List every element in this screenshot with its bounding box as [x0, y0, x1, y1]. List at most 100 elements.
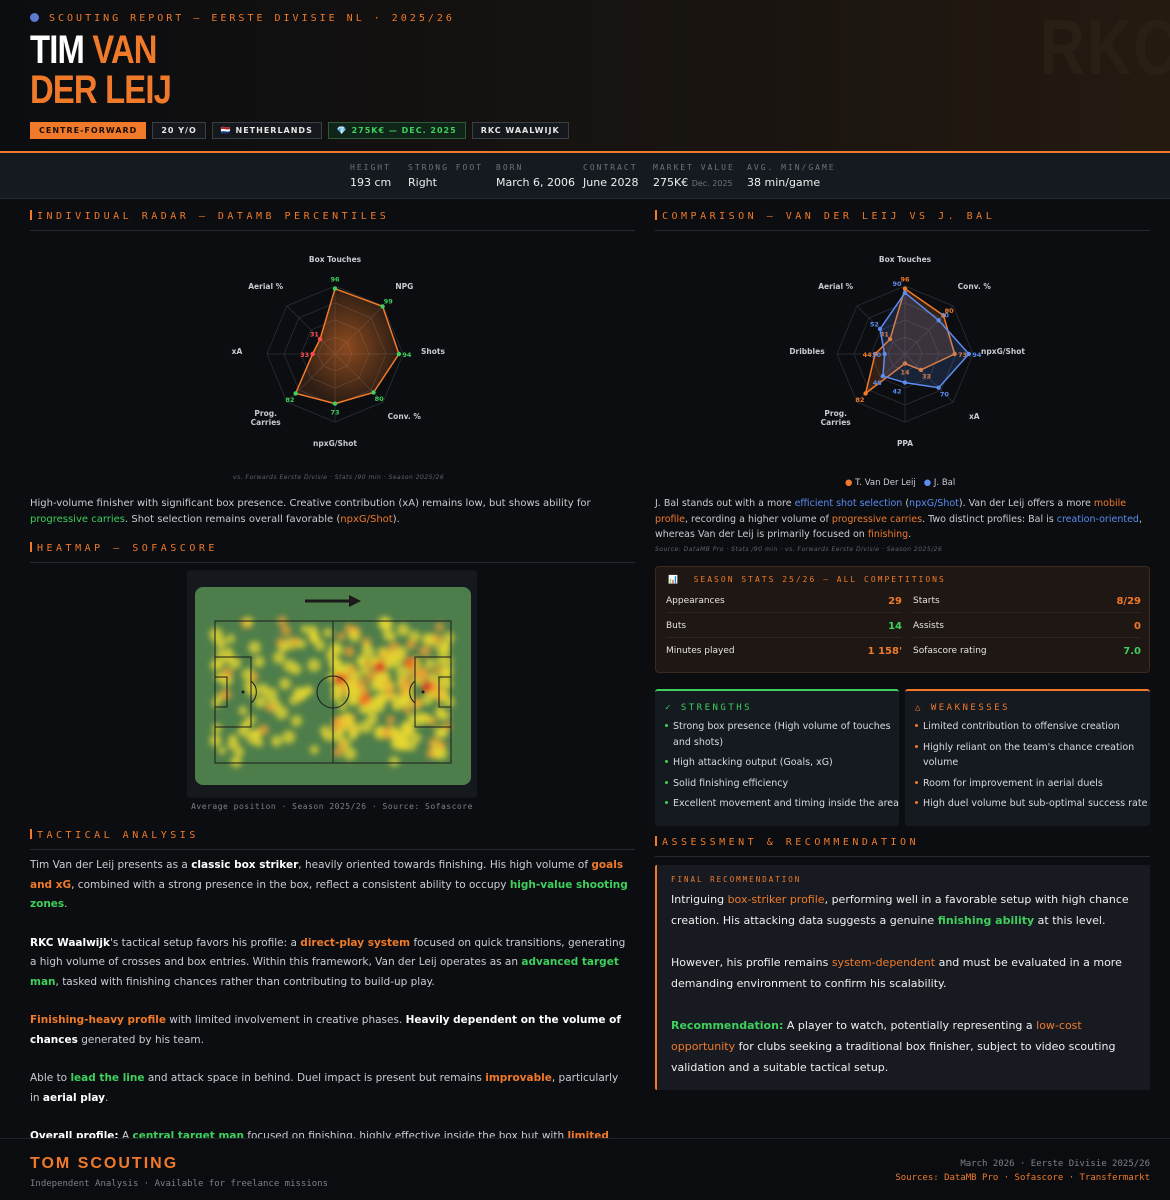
axis-label: Box Touches [879, 255, 932, 264]
strengths-list: Strong box presence (High volume of touc… [665, 719, 899, 812]
heat-blob [295, 638, 307, 650]
heat-blob [217, 746, 227, 755]
info-avg-minutes: AVG. MIN/GAME 38 min/game [747, 163, 836, 189]
text-run: direct-play system [300, 936, 411, 949]
heatmap-caption: Average position · Season 2025/26 · Sour… [191, 802, 473, 811]
comparison-legend: ● T. Van Der Leij ● J. Bal [845, 478, 956, 488]
weaknesses-title: △ WEAKNESSES [915, 703, 1011, 713]
tactical-paragraph: Able to lead the line and attack space i… [30, 1069, 630, 1108]
recommendation-card: FINAL RECOMMENDATION Intriguing box-stri… [655, 865, 1150, 1090]
text-run: Intriguing [671, 893, 728, 906]
kicker-text: SCOUTING REPORT — EERSTE DIVISIE NL · 20… [49, 13, 455, 24]
text-run: aerial play [42, 1091, 105, 1104]
comparison-section-title: COMPARISON — VAN DER LEIJ VS J. BAL [655, 210, 1150, 231]
radar-point [332, 401, 338, 406]
axis-label: Dribbles [789, 347, 825, 356]
strengths-title: ✓ STRENGTHS [665, 703, 753, 713]
left-six-yard-box [214, 676, 228, 708]
radar-point [902, 380, 908, 385]
heat-blob [224, 647, 234, 657]
heat-blob [263, 687, 278, 702]
radar-point [941, 313, 946, 318]
text-run: ). [392, 514, 400, 525]
radar-value-label: 31 [880, 330, 890, 338]
player-info-bar: HEIGHT 193 cm STRONG FOOT Right BORN March … [0, 153, 1170, 199]
heat-blob [293, 686, 306, 700]
heat-blob [290, 663, 302, 675]
heat-blob [403, 705, 412, 714]
text-run: , heavily oriented towards finishing. Hi… [298, 859, 592, 871]
heat-blob [248, 641, 261, 654]
header-divider [0, 151, 1170, 153]
text-run: A player to watch, potentially represent… [783, 1019, 1037, 1032]
heat-blob [366, 713, 378, 725]
text-run: , performing well in a favorable setup w… [671, 893, 1129, 927]
heat-blob [253, 655, 265, 668]
text-run: mobile profile [655, 498, 1127, 525]
heatmap-section-title: HEATMAP — SOFASCORE [30, 542, 635, 563]
heat-blob [329, 641, 342, 654]
text-run: . [104, 1091, 109, 1104]
heat-blob [209, 627, 224, 642]
axis-label: NPG [395, 282, 413, 291]
heat-hotspot [421, 681, 433, 693]
radar-point [310, 351, 315, 357]
heat-blob [272, 651, 286, 664]
text-run: . [64, 898, 68, 910]
axis-label: Conv. % [388, 412, 422, 421]
heat-blob [377, 646, 387, 656]
legend-bal: J. Bal [933, 478, 956, 488]
heat-blob [374, 726, 384, 737]
text-run: npxG/Shot [909, 498, 959, 509]
footer-date: March 2026 · Eerste Divisie 2025/26 [960, 1159, 1150, 1169]
radar-point [293, 391, 298, 396]
text-run: . [908, 529, 912, 540]
text-run: box-striker profile [727, 893, 825, 906]
heat-blob [247, 686, 258, 698]
heat-blob [211, 723, 223, 734]
text-run: , particularly in [30, 1072, 619, 1104]
heat-blob [395, 665, 410, 680]
heat-blob [400, 676, 414, 690]
centre-circle [316, 675, 350, 709]
text-run: low-cost opportunity [671, 1019, 1082, 1053]
radar-point [918, 367, 924, 373]
radar-point [952, 351, 957, 357]
nationality-badge: 🇳🇱 NETHERLANDS [211, 122, 322, 139]
radar-value-label: 44 [863, 351, 873, 359]
value-badge: 💎 275K€ — DEC. 2025 [327, 122, 466, 139]
radar-point [880, 373, 886, 379]
heat-blob [282, 730, 296, 744]
assessment-paragraph-3: Recommendation: A player to watch, poten… [671, 1015, 1141, 1078]
text-run: , whereas Van der Leij is primarily focu… [655, 513, 1142, 541]
text-run: and attack space in behind. Duel impact … [144, 1072, 486, 1084]
heat-blob [411, 697, 423, 709]
heat-blob [400, 730, 411, 741]
chart-icon: 📊 [668, 575, 680, 584]
heat-hotspot [404, 657, 416, 669]
heat-blob [333, 747, 344, 758]
assessment-section-title: ASSESSMENT & RECOMMENDATION [655, 836, 1150, 857]
heat-hotspot [334, 673, 346, 685]
heat-blob [280, 625, 292, 636]
heat-blob [307, 658, 321, 672]
text-run: ). Van der Leij offers a more [958, 498, 1094, 509]
radar-value-label: 73 [958, 351, 967, 359]
club-watermark: RKC [1040, 3, 1170, 91]
heat-blob [418, 712, 429, 723]
list-item: Highly reliant on the team's chance crea… [915, 740, 1150, 771]
season-stats-card: 📊 SEASON STATS 25/26 — ALL COMPETITIONS … [655, 566, 1150, 673]
position-badge: CENTRE-FORWARD [30, 122, 147, 139]
radar-point [317, 336, 323, 342]
comparison-source: Source: DataMB Pro · Stats /90 min · vs.… [655, 546, 943, 553]
text-run: focused on quick transitions, generating… [30, 936, 626, 969]
weaknesses-list: Limited contribution to offensive creati… [915, 719, 1150, 812]
heat-blob [397, 695, 407, 705]
heat-blob [337, 741, 346, 751]
heat-blob [432, 633, 442, 644]
heat-hotspot [374, 661, 386, 673]
radar-value-label: 80 [375, 395, 385, 403]
axis-label: npxG/Shot [313, 439, 357, 448]
text-run: Tim Van der Leij presents as a [30, 859, 192, 871]
heat-blob [254, 695, 267, 709]
